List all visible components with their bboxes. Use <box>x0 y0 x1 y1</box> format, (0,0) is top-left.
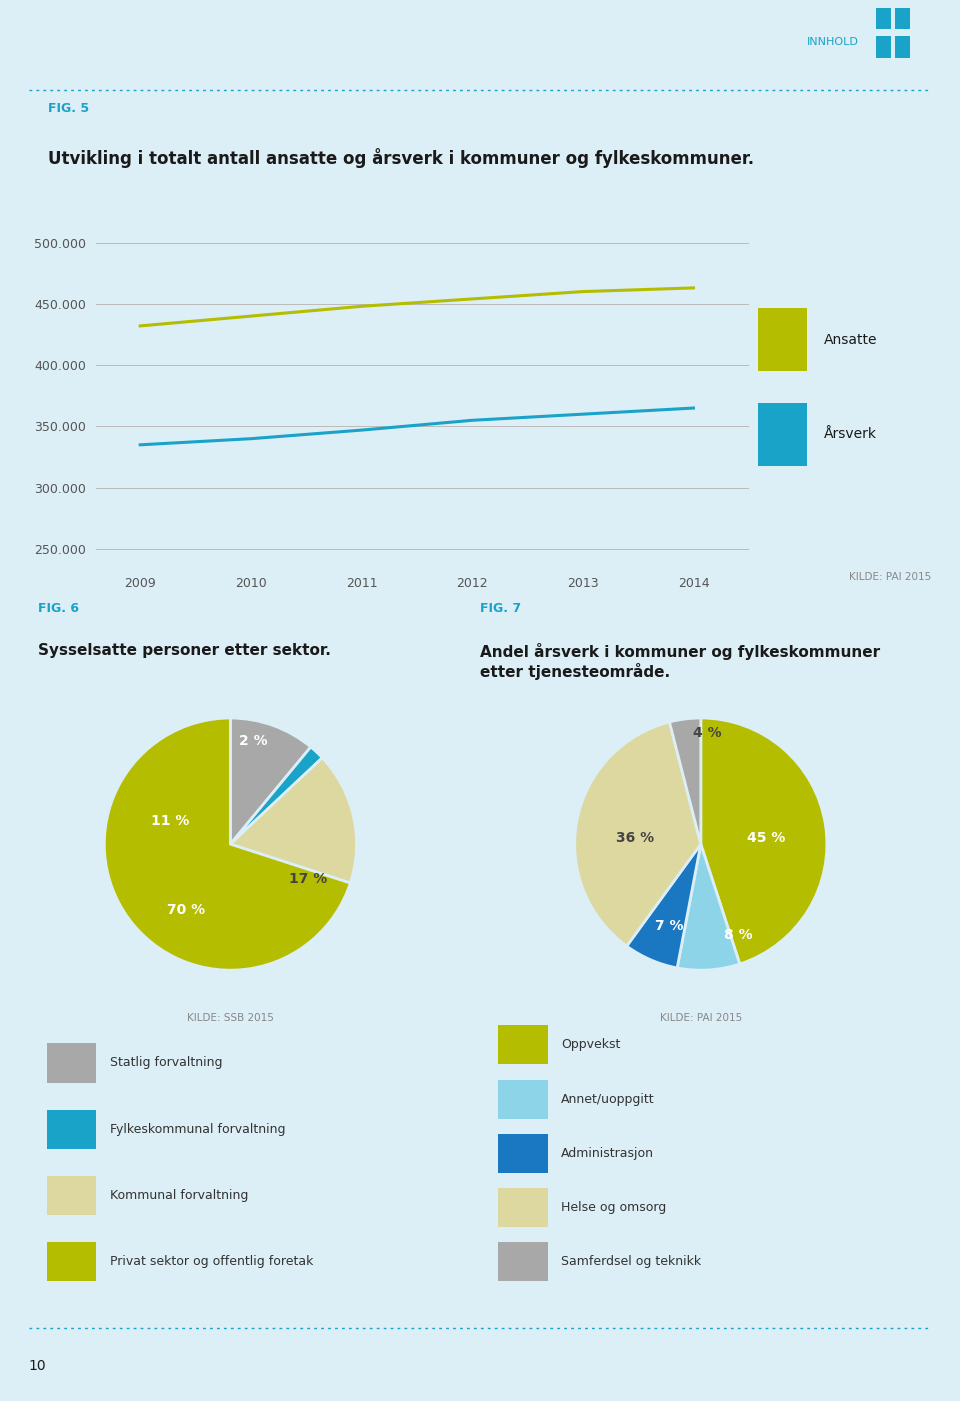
FancyBboxPatch shape <box>895 36 910 57</box>
FancyBboxPatch shape <box>758 403 806 465</box>
FancyBboxPatch shape <box>895 8 910 29</box>
Text: Fylkeskommunal forvaltning: Fylkeskommunal forvaltning <box>110 1122 285 1136</box>
Wedge shape <box>701 717 827 964</box>
Text: Sysselsatte personer etter sektor.: Sysselsatte personer etter sektor. <box>38 643 331 658</box>
FancyBboxPatch shape <box>47 1044 96 1083</box>
FancyBboxPatch shape <box>47 1175 96 1215</box>
FancyBboxPatch shape <box>876 8 891 29</box>
Text: Samferdsel og teknikk: Samferdsel og teknikk <box>562 1255 702 1268</box>
Text: 17 %: 17 % <box>290 873 327 887</box>
Text: Årsverk: Årsverk <box>824 427 877 441</box>
Text: 45 %: 45 % <box>747 831 785 845</box>
FancyBboxPatch shape <box>498 1133 547 1173</box>
Text: 2 %: 2 % <box>239 734 268 748</box>
Wedge shape <box>230 717 311 843</box>
FancyBboxPatch shape <box>498 1188 547 1227</box>
FancyBboxPatch shape <box>758 308 806 371</box>
Wedge shape <box>677 843 740 971</box>
Text: 36 %: 36 % <box>616 831 655 845</box>
Text: 10: 10 <box>29 1359 46 1373</box>
Text: FIG. 6: FIG. 6 <box>38 602 80 615</box>
Text: KILDE: SSB 2015: KILDE: SSB 2015 <box>187 1013 274 1023</box>
Text: INNHOLD: INNHOLD <box>807 38 859 48</box>
Text: FIG. 7: FIG. 7 <box>480 602 521 615</box>
FancyBboxPatch shape <box>498 1026 547 1065</box>
FancyBboxPatch shape <box>47 1243 96 1282</box>
Text: Kommunal forvaltning: Kommunal forvaltning <box>110 1189 249 1202</box>
Text: Administrasjon: Administrasjon <box>562 1147 654 1160</box>
FancyBboxPatch shape <box>498 1243 547 1282</box>
Text: Statlig forvaltning: Statlig forvaltning <box>110 1056 223 1069</box>
Text: Privat sektor og offentlig foretak: Privat sektor og offentlig foretak <box>110 1255 313 1268</box>
Text: KILDE: PAI 2015: KILDE: PAI 2015 <box>849 572 931 583</box>
FancyBboxPatch shape <box>47 1110 96 1149</box>
Text: Helse og omsorg: Helse og omsorg <box>562 1201 666 1215</box>
Wedge shape <box>669 717 701 843</box>
Wedge shape <box>230 747 323 843</box>
Text: Ansatte: Ansatte <box>824 333 877 346</box>
Text: Andel årsverk i kommuner og fylkeskommuner
etter tjenesteområde.: Andel årsverk i kommuner og fylkeskommun… <box>480 643 880 679</box>
Wedge shape <box>575 722 701 946</box>
Text: FIG. 5: FIG. 5 <box>48 102 89 115</box>
Wedge shape <box>105 717 350 969</box>
Text: 11 %: 11 % <box>151 814 189 828</box>
Wedge shape <box>230 758 356 883</box>
Text: 7 %: 7 % <box>655 919 684 933</box>
Text: Oppvekst: Oppvekst <box>562 1038 620 1051</box>
Text: 4 %: 4 % <box>693 726 721 740</box>
Text: Annet/uoppgitt: Annet/uoppgitt <box>562 1093 655 1105</box>
FancyBboxPatch shape <box>498 1080 547 1118</box>
FancyBboxPatch shape <box>876 36 891 57</box>
Text: KILDE: PAI 2015: KILDE: PAI 2015 <box>660 1013 742 1023</box>
Text: Utvikling i totalt antall ansatte og årsverk i kommuner og fylkeskommuner.: Utvikling i totalt antall ansatte og års… <box>48 147 755 168</box>
Wedge shape <box>627 843 701 968</box>
Text: 8 %: 8 % <box>724 927 753 941</box>
Text: 70 %: 70 % <box>167 902 205 916</box>
